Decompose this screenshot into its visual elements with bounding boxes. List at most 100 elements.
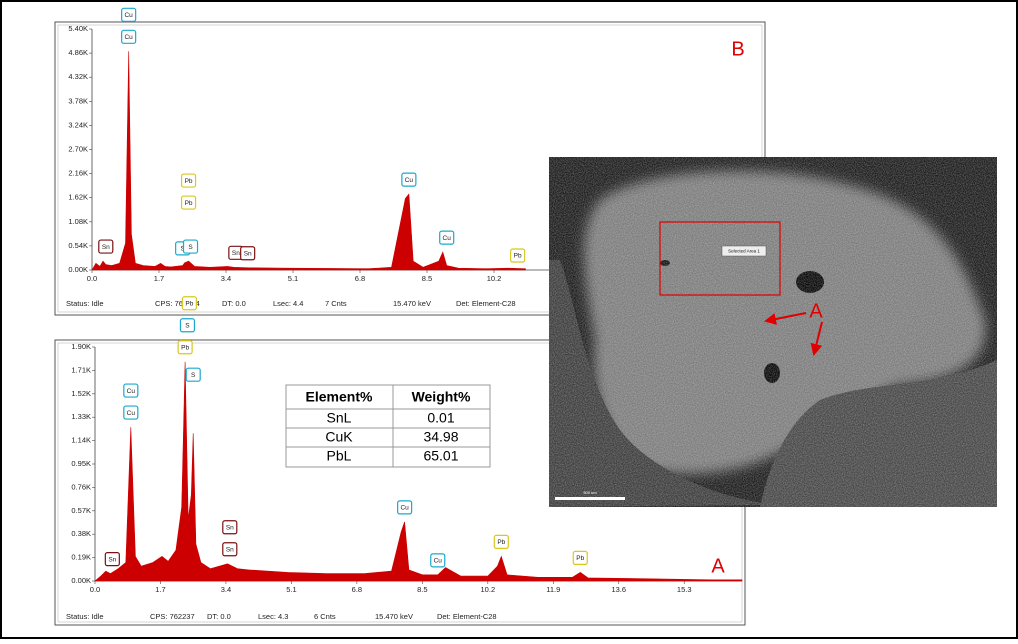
peak-label-text: Sn [226,524,234,531]
peak-label-box [123,383,139,398]
peak-label-box [121,29,137,44]
peak-label: Pb [180,173,197,188]
status-text: 6 Cnts [314,612,336,621]
peak-label: Sn [222,520,238,535]
peak-label-box [510,248,526,263]
status-text: DT: 0.0 [207,612,231,621]
peak-label: Sn [222,542,238,557]
y-tick-label: 0.00K [71,576,91,585]
table-cell: 0.01 [427,410,454,426]
peak-label: Pb [180,195,197,210]
scale-label: 500 um [583,490,597,495]
x-tick-label: 3.4 [221,274,231,283]
peak-label-box [98,239,114,254]
y-tick-label: 0.00K [68,265,88,274]
status-text: CPS: 766274 [155,299,200,308]
peak-label-box [182,239,199,254]
peak-label-box [179,318,196,333]
y-tick-label: 4.86K [68,48,88,57]
panel-label: B [731,38,744,60]
peak-label: Cu [430,553,446,568]
arrow [810,321,823,356]
status-text: DT: 0.0 [222,299,246,308]
peak-label: Cu [397,500,413,515]
peak-label: S [185,367,201,382]
table-header: Weight% [412,389,471,405]
peak-label-box [397,500,413,515]
peak-label: Pb [181,296,197,311]
peak-label: Cu [123,383,139,398]
peak-label: Sn [240,246,256,261]
x-tick-label: 3.4 [221,585,231,594]
peak-label: Pb [177,340,193,355]
peak-label-box [401,172,417,187]
x-tick-label: 8.5 [422,274,432,283]
peak-label-text: Pb [497,539,505,546]
status-text: Status: Idle [66,612,104,621]
y-tick-label: 1.52K [71,389,91,398]
x-tick-label: 1.7 [154,274,164,283]
spectrum [91,51,526,271]
peak-label-text: Cu [405,177,414,184]
y-tick-label: 3.24K [68,120,88,129]
status-text: Det: Element-C28 [437,612,497,621]
area-label: Selected Area 1 [728,249,760,254]
arrow [764,312,807,325]
panel-label: A [711,555,725,577]
peak-label-text: Sn [108,556,116,563]
peak-label: Pb [572,550,588,565]
x-tick-label: 11.9 [546,585,560,594]
peak-label-text: Pb [576,555,584,562]
peak-label-box [121,7,137,22]
y-tick-label: 1.33K [71,412,91,421]
y-tick-label: 0.95K [71,459,91,468]
y-tick-label: 4.32K [68,72,88,81]
status-text: Det: Element-C28 [456,299,516,308]
y-tick-label: 1.71K [71,365,91,374]
y-tick-label: 1.14K [71,436,91,445]
status-text: 15.470 keV [393,299,431,308]
peak-label: S [182,239,199,254]
peak-label-text: Cu [127,410,136,417]
peak-label-box [177,340,193,355]
peak-label-box [104,552,120,567]
scale-bar [555,497,625,500]
peak-label-box [439,230,455,245]
peak-label-box [240,246,256,261]
peak-label-text: S [191,372,196,379]
peak-label-text: Pb [185,178,193,185]
y-tick-label: 1.08K [68,217,88,226]
y-tick-label: 2.16K [68,169,88,178]
x-tick-label: 10.2 [487,274,502,283]
peak-label-text: Sn [102,244,110,251]
peak-label-box [493,534,509,549]
peak-label-box [185,367,201,382]
x-tick-label: 15.3 [677,585,692,594]
peak-label-text: Pb [185,200,193,207]
x-tick-label: 1.7 [155,585,165,594]
peak-label-text: Pb [181,344,189,351]
peak-label-text: Cu [443,235,452,242]
peak-label-text: Sn [226,546,234,553]
peak-label: S [179,318,196,333]
peak-label-text: S [185,322,190,329]
peak-label: Cu [401,172,417,187]
status-text: Lsec: 4.4 [273,299,303,308]
peak-label-box [430,553,446,568]
peak-label: Cu [439,230,455,245]
peak-label-text: Cu [124,34,133,41]
x-tick-label: 5.1 [286,585,296,594]
y-tick-label: 0.57K [71,506,91,515]
y-tick-label: 1.62K [68,193,88,202]
peak-label-text: Cu [400,505,409,512]
peak-label-box [222,520,238,535]
table-frame [285,384,491,468]
y-tick-label: 0.54K [68,241,88,250]
x-tick-label: 6.8 [355,274,365,283]
y-tick-label: 0.19K [71,553,91,562]
peak-label: Pb [493,534,509,549]
peak-label-text: Pb [514,253,522,260]
peak-label-text: Cu [124,12,133,19]
table-cell: PbL [327,448,352,464]
x-tick-label: 6.8 [352,585,362,594]
